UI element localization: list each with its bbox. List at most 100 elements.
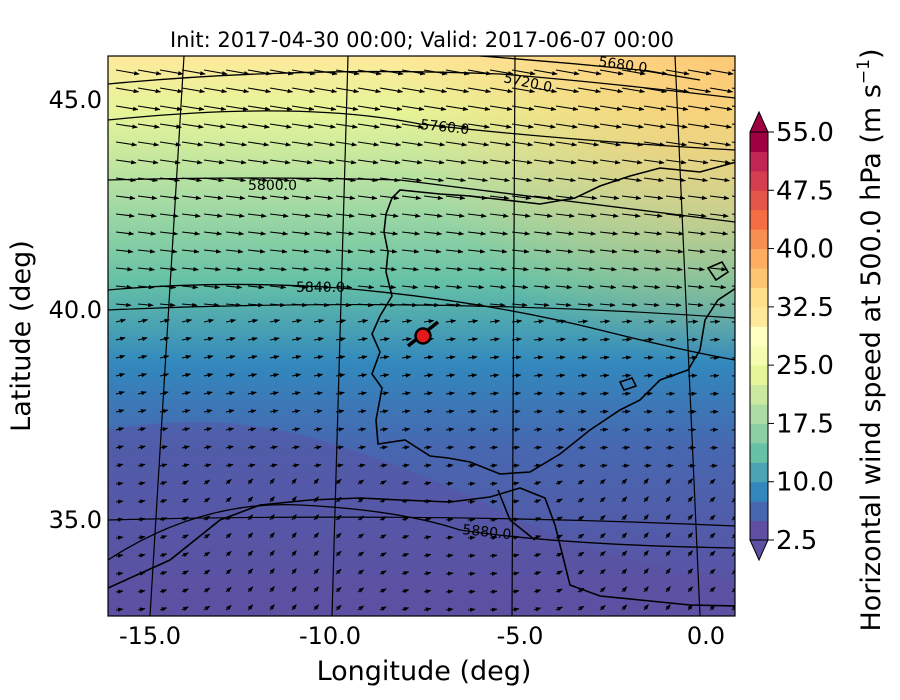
colorbar-band bbox=[750, 326, 768, 347]
wind-arrow bbox=[533, 159, 555, 165]
wind-arrow bbox=[313, 532, 320, 539]
wind-arrow bbox=[269, 496, 275, 503]
wind-arrow bbox=[709, 532, 716, 539]
wind-arrow bbox=[577, 267, 595, 272]
wind-arrow bbox=[159, 336, 170, 342]
wind-arrow bbox=[555, 516, 563, 522]
wind-arrow bbox=[687, 284, 705, 290]
wind-arrow bbox=[489, 141, 512, 147]
wind-arrow bbox=[533, 249, 552, 254]
wind-arrow bbox=[181, 516, 189, 522]
wind-arrow bbox=[643, 284, 661, 290]
wind-arrow bbox=[665, 105, 689, 111]
colorbar-label-main: Horizontal wind speed at 500.0 hPa (m s bbox=[856, 84, 887, 631]
wind-arrow bbox=[115, 284, 133, 290]
wind-arrow bbox=[709, 319, 721, 324]
wind-arrow bbox=[687, 604, 694, 611]
wind-arrow bbox=[137, 302, 154, 308]
wind-arrow bbox=[555, 105, 579, 111]
wind-arrow bbox=[357, 231, 377, 236]
wind-arrow bbox=[467, 195, 488, 201]
wind-arrow bbox=[225, 586, 232, 593]
wind-arrow bbox=[467, 267, 485, 272]
wind-arrow bbox=[687, 267, 705, 272]
wind-arrow bbox=[291, 177, 313, 183]
wind-arrow bbox=[203, 213, 223, 218]
wind-arrow bbox=[291, 159, 313, 165]
wind-arrow bbox=[313, 427, 323, 432]
wind-arrow bbox=[269, 336, 280, 342]
wind-arrow bbox=[269, 231, 289, 236]
wind-arrow bbox=[115, 535, 124, 540]
wind-arrow bbox=[357, 551, 365, 557]
wind-arrow bbox=[467, 355, 478, 360]
wind-arrow bbox=[269, 532, 275, 539]
wind-arrow bbox=[159, 372, 170, 378]
wind-arrow bbox=[269, 302, 286, 308]
wind-arrow bbox=[445, 553, 454, 558]
wind-arrow bbox=[423, 284, 441, 290]
wind-arrow bbox=[577, 391, 587, 396]
wind-arrow bbox=[115, 213, 135, 218]
wind-arrow bbox=[247, 568, 254, 575]
wind-arrow bbox=[115, 354, 126, 360]
wind-arrow bbox=[313, 302, 330, 308]
wind-arrow bbox=[423, 319, 435, 324]
wind-arrow bbox=[379, 355, 390, 360]
wind-arrow bbox=[709, 177, 731, 183]
wind-arrow bbox=[181, 552, 189, 558]
wind-arrow bbox=[643, 319, 655, 324]
wind-arrow bbox=[687, 478, 694, 485]
wind-arrow bbox=[115, 123, 138, 129]
wind-arrow bbox=[599, 427, 609, 432]
wind-arrow bbox=[555, 498, 563, 504]
wind-arrow bbox=[489, 589, 498, 594]
wind-arrow bbox=[401, 553, 410, 558]
wind-arrow bbox=[357, 87, 382, 94]
wind-arrow bbox=[247, 409, 257, 414]
wind-arrow bbox=[401, 481, 410, 486]
wind-arrow bbox=[335, 409, 345, 414]
wind-arrow bbox=[357, 479, 365, 485]
wind-arrow bbox=[621, 284, 639, 290]
wind-arrow bbox=[115, 141, 138, 147]
wind-arrow bbox=[357, 302, 374, 308]
x-tick-label: 0.0 bbox=[687, 622, 725, 650]
wind-arrow bbox=[357, 427, 367, 432]
wind-arrow bbox=[181, 302, 198, 308]
wind-arrow bbox=[533, 69, 558, 76]
wind-arrow bbox=[709, 69, 734, 76]
wind-arrow bbox=[511, 69, 536, 76]
wind-arrow bbox=[159, 87, 184, 94]
wind-arrow bbox=[489, 302, 506, 308]
wind-arrow bbox=[291, 532, 297, 539]
wind-arrow bbox=[335, 463, 344, 468]
colorbar-band bbox=[750, 151, 768, 172]
wind-arrow bbox=[445, 141, 468, 147]
colorbar-tick-label: 40.0 bbox=[776, 235, 834, 265]
wind-arrow bbox=[137, 535, 146, 540]
wind-arrow bbox=[423, 213, 443, 218]
wind-arrow bbox=[665, 177, 687, 183]
wind-arrow bbox=[533, 607, 542, 612]
wind-arrow bbox=[379, 373, 390, 378]
wind-arrow bbox=[599, 373, 610, 378]
wind-arrow bbox=[115, 481, 124, 486]
y-tick-label: 45.0 bbox=[49, 86, 102, 114]
wind-arrow bbox=[291, 478, 297, 485]
wind-arrow bbox=[533, 337, 544, 342]
wind-arrow bbox=[291, 69, 316, 76]
wind-arrow bbox=[137, 427, 147, 432]
wind-arrow bbox=[137, 195, 158, 201]
wind-arrow bbox=[511, 231, 531, 236]
wind-arrow bbox=[291, 586, 297, 593]
wind-arrow bbox=[643, 550, 649, 557]
wind-arrow bbox=[555, 319, 567, 324]
wind-arrow bbox=[115, 177, 137, 183]
wind-arrow bbox=[489, 607, 498, 612]
x-tick-label: -10.0 bbox=[299, 622, 361, 650]
wind-arrow bbox=[269, 604, 275, 611]
wind-arrow bbox=[379, 606, 387, 612]
wind-arrow bbox=[203, 445, 212, 450]
wind-arrow bbox=[445, 213, 465, 218]
